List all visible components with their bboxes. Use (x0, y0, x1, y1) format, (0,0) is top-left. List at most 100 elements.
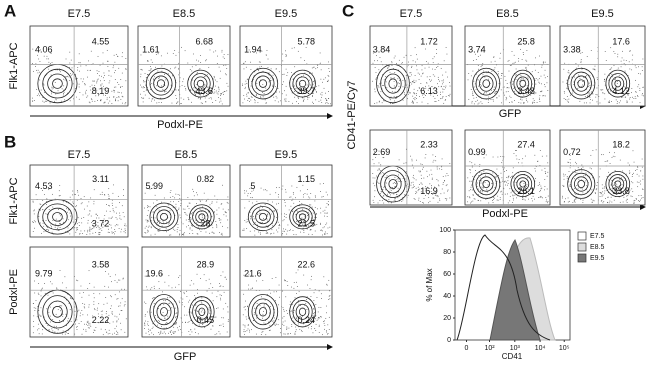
event-dot (283, 333, 285, 335)
event-dot (166, 221, 168, 223)
event-dot (446, 184, 448, 186)
event-dot (283, 279, 285, 281)
event-dot (599, 176, 601, 178)
event-dot (259, 61, 261, 63)
event-dot (329, 226, 331, 228)
event-dot (208, 221, 209, 223)
event-dot (470, 169, 472, 171)
event-dot (251, 190, 253, 192)
event-dot (311, 223, 313, 224)
event-dot (389, 98, 391, 100)
event-dot (477, 79, 479, 81)
event-dot (515, 73, 517, 75)
event-dot (112, 313, 113, 315)
event-dot (304, 216, 306, 218)
event-dot (46, 308, 48, 310)
quadrant-percent: 0.99 (468, 147, 486, 157)
event-dot (118, 279, 119, 281)
event-dot (161, 85, 162, 87)
event-dot (311, 316, 313, 318)
quadrant-percent: 3.74 (468, 44, 486, 54)
event-dot (69, 233, 71, 235)
event-dot (577, 193, 579, 195)
event-dot (189, 90, 191, 92)
event-dot (312, 85, 314, 87)
event-dot (292, 192, 294, 193)
event-dot (171, 102, 173, 104)
contour (608, 174, 628, 194)
event-dot (479, 177, 481, 179)
event-dot (123, 216, 125, 218)
event-dot (79, 292, 81, 294)
event-dot (589, 176, 591, 178)
event-dot (297, 80, 298, 82)
event-dot (443, 89, 445, 90)
event-dot (303, 230, 305, 231)
event-dot (79, 233, 80, 235)
contour (145, 67, 177, 100)
event-dot (315, 217, 317, 218)
event-dot (522, 92, 524, 93)
event-dot (607, 197, 609, 199)
event-dot (329, 295, 331, 296)
event-dot (182, 233, 183, 235)
event-dot (107, 333, 109, 335)
event-dot (67, 219, 69, 221)
event-dot (200, 94, 201, 96)
event-dot (267, 67, 269, 68)
event-dot (179, 233, 181, 235)
event-dot (469, 172, 471, 174)
event-dot (311, 275, 312, 277)
event-dot (616, 194, 618, 195)
event-dot (262, 313, 264, 315)
event-dot (191, 229, 193, 231)
event-dot (612, 155, 614, 157)
legend-swatch (577, 242, 587, 252)
event-dot (585, 76, 586, 77)
event-dot (116, 298, 118, 300)
event-dot (64, 296, 66, 298)
event-dot (410, 72, 412, 74)
event-dot (120, 231, 122, 233)
event-dot (93, 80, 95, 82)
event-dot (311, 206, 313, 208)
plot-frame (239, 246, 333, 338)
event-dot (151, 98, 153, 100)
event-dot (249, 101, 250, 102)
event-dot (326, 222, 328, 224)
event-dot (522, 52, 524, 53)
event-dot (478, 68, 479, 70)
event-dot (291, 88, 292, 89)
event-dot (523, 185, 525, 187)
event-dot (509, 95, 511, 97)
event-dot (82, 94, 84, 96)
event-dot (468, 98, 470, 100)
event-dot (113, 91, 115, 93)
event-dot (148, 97, 150, 99)
event-dot (206, 95, 208, 97)
event-dot (532, 188, 534, 190)
event-dot (494, 197, 496, 199)
event-dot (283, 310, 285, 312)
event-dot (60, 85, 61, 87)
event-dot (148, 52, 150, 53)
event-dot (86, 96, 88, 98)
event-dot (296, 286, 298, 287)
event-dot (169, 214, 171, 216)
event-dot (537, 79, 539, 81)
event-dot (64, 99, 66, 101)
quadrant-percent: 2.33 (420, 139, 438, 149)
event-dot (413, 98, 415, 99)
event-dot (305, 224, 307, 226)
event-dot (176, 103, 177, 104)
event-dot (523, 192, 525, 194)
event-dot (315, 99, 317, 101)
event-dot (293, 47, 295, 49)
event-dot (322, 210, 324, 212)
plot-frame (464, 25, 551, 107)
event-dot (534, 78, 535, 80)
event-dot (413, 198, 415, 199)
event-dot (163, 197, 165, 199)
event-dot (168, 204, 170, 206)
event-dot (254, 230, 256, 232)
